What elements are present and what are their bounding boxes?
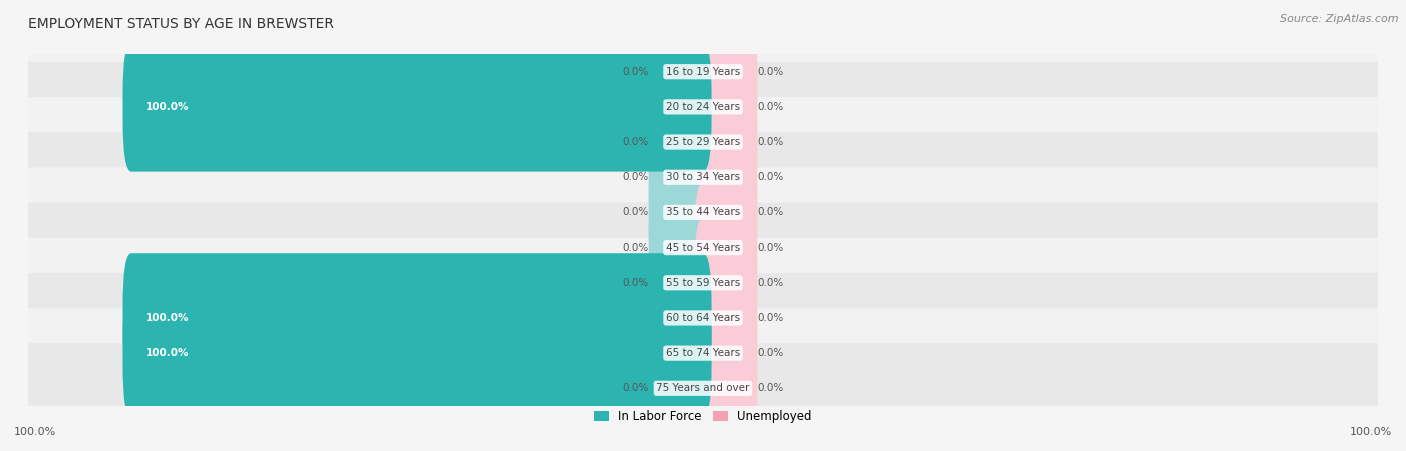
FancyBboxPatch shape (24, 97, 1382, 187)
FancyBboxPatch shape (695, 288, 758, 418)
Text: 0.0%: 0.0% (623, 207, 648, 217)
FancyBboxPatch shape (648, 183, 711, 313)
FancyBboxPatch shape (695, 112, 758, 242)
Text: 55 to 59 Years: 55 to 59 Years (666, 278, 740, 288)
Text: 0.0%: 0.0% (623, 67, 648, 77)
Text: 0.0%: 0.0% (758, 278, 783, 288)
FancyBboxPatch shape (695, 218, 758, 348)
Text: 0.0%: 0.0% (758, 313, 783, 323)
Text: 0.0%: 0.0% (758, 243, 783, 253)
Text: 100.0%: 100.0% (1350, 428, 1392, 437)
Text: 0.0%: 0.0% (623, 278, 648, 288)
Text: 0.0%: 0.0% (623, 243, 648, 253)
FancyBboxPatch shape (24, 343, 1382, 433)
FancyBboxPatch shape (24, 167, 1382, 258)
FancyBboxPatch shape (695, 183, 758, 313)
FancyBboxPatch shape (648, 7, 711, 137)
Text: Source: ZipAtlas.com: Source: ZipAtlas.com (1281, 14, 1399, 23)
FancyBboxPatch shape (695, 147, 758, 277)
Text: 0.0%: 0.0% (758, 207, 783, 217)
Text: 0.0%: 0.0% (758, 383, 783, 393)
FancyBboxPatch shape (695, 253, 758, 383)
FancyBboxPatch shape (648, 147, 711, 277)
Text: 45 to 54 Years: 45 to 54 Years (666, 243, 740, 253)
FancyBboxPatch shape (648, 323, 711, 451)
FancyBboxPatch shape (122, 42, 711, 172)
FancyBboxPatch shape (695, 42, 758, 172)
Text: 75 Years and over: 75 Years and over (657, 383, 749, 393)
Text: 100.0%: 100.0% (145, 102, 188, 112)
Text: 60 to 64 Years: 60 to 64 Years (666, 313, 740, 323)
FancyBboxPatch shape (648, 112, 711, 242)
Legend: In Labor Force, Unemployed: In Labor Force, Unemployed (589, 406, 817, 428)
FancyBboxPatch shape (122, 253, 711, 383)
FancyBboxPatch shape (24, 27, 1382, 117)
Text: 0.0%: 0.0% (758, 67, 783, 77)
Text: 0.0%: 0.0% (623, 383, 648, 393)
Text: 0.0%: 0.0% (758, 348, 783, 358)
FancyBboxPatch shape (122, 288, 711, 418)
FancyBboxPatch shape (695, 7, 758, 137)
FancyBboxPatch shape (648, 77, 711, 207)
Text: 100.0%: 100.0% (145, 313, 188, 323)
FancyBboxPatch shape (24, 273, 1382, 363)
Text: 0.0%: 0.0% (758, 137, 783, 147)
Text: 0.0%: 0.0% (758, 102, 783, 112)
Text: EMPLOYMENT STATUS BY AGE IN BREWSTER: EMPLOYMENT STATUS BY AGE IN BREWSTER (28, 17, 335, 31)
FancyBboxPatch shape (24, 62, 1382, 152)
Text: 25 to 29 Years: 25 to 29 Years (666, 137, 740, 147)
FancyBboxPatch shape (24, 308, 1382, 398)
FancyBboxPatch shape (24, 202, 1382, 293)
Text: 0.0%: 0.0% (758, 172, 783, 182)
Text: 20 to 24 Years: 20 to 24 Years (666, 102, 740, 112)
Text: 0.0%: 0.0% (623, 172, 648, 182)
FancyBboxPatch shape (24, 132, 1382, 222)
Text: 30 to 34 Years: 30 to 34 Years (666, 172, 740, 182)
Text: 0.0%: 0.0% (623, 137, 648, 147)
FancyBboxPatch shape (695, 77, 758, 207)
FancyBboxPatch shape (24, 238, 1382, 328)
FancyBboxPatch shape (648, 218, 711, 348)
Text: 35 to 44 Years: 35 to 44 Years (666, 207, 740, 217)
Text: 100.0%: 100.0% (145, 348, 188, 358)
FancyBboxPatch shape (695, 323, 758, 451)
Text: 100.0%: 100.0% (14, 428, 56, 437)
Text: 65 to 74 Years: 65 to 74 Years (666, 348, 740, 358)
Text: 16 to 19 Years: 16 to 19 Years (666, 67, 740, 77)
